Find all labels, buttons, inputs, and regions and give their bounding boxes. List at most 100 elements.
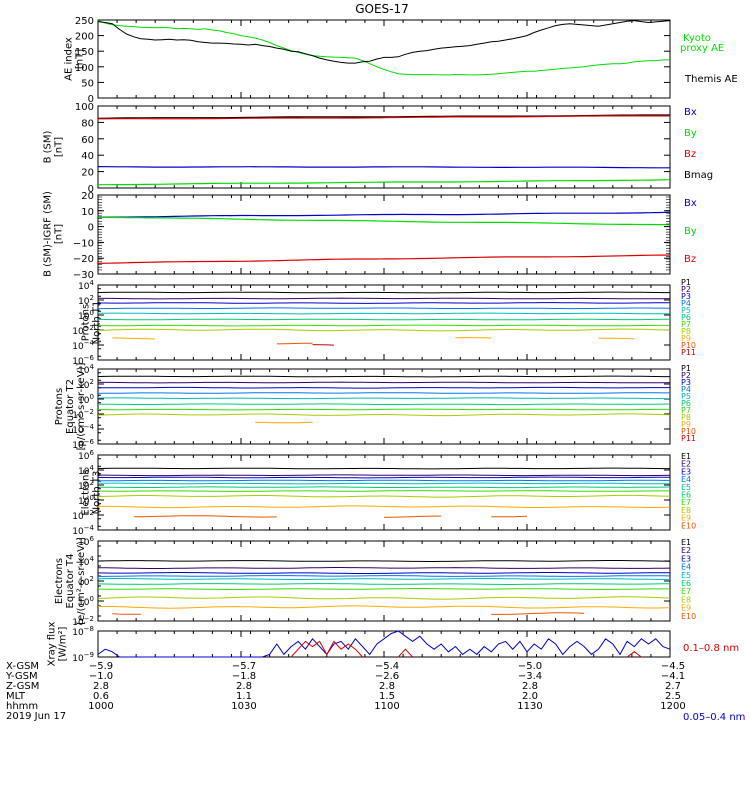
ae-legend-themis: Themis AE: [684, 74, 738, 85]
bdiff-panel-ytick-label: 0: [88, 223, 94, 234]
xray-series-red: [626, 651, 642, 658]
bsm-series-bx: [97, 166, 670, 169]
e-equator-panel-legend-e1: E1: [681, 538, 691, 547]
bdiff-ylabel: [nT]: [54, 224, 65, 244]
bdiff-panel-ytick-label: −20: [73, 254, 94, 265]
p-north-panel-ytick-label: 104: [78, 279, 94, 292]
e-north-panel-legend-e9: E9: [681, 514, 691, 523]
bsm-legend-bx: Bx: [684, 107, 697, 118]
e-equator-panel-ytick-label: 10−2: [72, 615, 94, 628]
p-equator-panel-legend-p8: P8: [681, 413, 691, 422]
e-equator-panel-series-e10-seg: [491, 612, 542, 615]
e-north-panel-ytick-label: 102: [78, 479, 94, 492]
bsm-legend-bmag: Bmag: [684, 170, 713, 181]
e-north-panel-ylabel: North T3: [92, 471, 103, 515]
e-equator-panel-ytick-label: 104: [78, 555, 94, 568]
e-north-panel-legend-e4: E4: [681, 475, 691, 484]
p-equator-panel-legend-p9: P9: [681, 420, 691, 429]
p-north-panel-series-p1: [97, 291, 670, 294]
p-equator-panel-ytick-label: 10−2: [72, 408, 94, 421]
p-equator-panel-series-p8: [97, 413, 671, 417]
e-north-panel-series-e9: [98, 505, 671, 509]
ae-legend-kyoto: Kyoto: [683, 33, 711, 44]
ae-panel-frame: [97, 19, 671, 99]
xray-legend-short: 0.05–0.4 nm: [683, 712, 745, 723]
p-equator-panel-frame: [97, 368, 671, 445]
p-north-panel-series-p7: [98, 324, 670, 327]
p-equator-panel-legend-p4: P4: [681, 385, 691, 394]
bdiff-panel-ytick-label: −10: [73, 238, 94, 249]
xaxis-date: 2019 Jun 17: [6, 711, 66, 722]
ae-panel-ytick-label: 150: [75, 47, 94, 58]
bsm-panel-ytick-label: 40: [81, 151, 94, 162]
p-equator-panel-ytick-label: 102: [78, 378, 94, 391]
e-north-panel-legend-e3: E3: [681, 467, 691, 476]
ae-ylabel: [nT]: [75, 49, 86, 69]
e-equator-panel-series-e2: [98, 567, 671, 569]
ae-panel-ytick-label: 100: [75, 63, 94, 74]
e-equator-panel-series-e10-seg: [541, 612, 585, 614]
bsm-series-by: [98, 179, 671, 186]
e-equator-panel-frame: [97, 540, 671, 622]
p-north-panel-series-p9-seg: [598, 337, 635, 340]
e-north-panel-legend-e10: E10: [681, 521, 696, 530]
xaxis-tick-label: −1.8: [232, 671, 256, 682]
ae-series-themis: [97, 20, 671, 64]
p-equator-panel-legend-p3: P3: [681, 378, 691, 387]
e-north-panel-series-e3: [97, 476, 670, 479]
p-north-panel-legend-p11: P11: [681, 348, 696, 357]
e-equator-panel-legend-e5: E5: [681, 571, 691, 580]
xaxis-tick-label: 1000: [88, 701, 113, 712]
bsm-panel-ytick-label: 20: [81, 168, 94, 179]
p-equator-panel-ylabel: Equator T2: [65, 379, 76, 434]
p-equator-panel-ytick-label: 104: [78, 363, 94, 376]
p-equator-panel-series-p2: [97, 381, 671, 384]
ae-ylabel: AE index: [64, 37, 75, 81]
bsm-panel-ytick-label: 80: [81, 118, 94, 129]
e-north-panel-legend-e5: E5: [681, 483, 691, 492]
e-equator-panel-ytick-label: 100: [78, 595, 94, 608]
p-equator-panel-legend-p11: P11: [681, 434, 696, 443]
xaxis-tick-label: 1200: [660, 701, 685, 712]
xaxis-row-label: Y-GSM: [5, 671, 38, 682]
bdiff-series-bx: [98, 211, 671, 218]
p-north-panel-ytick-label: 102: [78, 294, 94, 307]
ae-series-kyoto: [97, 20, 670, 76]
e-equator-panel-ylabel: [e/(cm²-s-sr-keV)]: [76, 537, 87, 625]
e-equator-panel-legend-e10: E10: [681, 612, 696, 621]
xaxis-row-label: X-GSM: [6, 661, 39, 672]
p-north-panel-legend-p2: P2: [681, 285, 691, 294]
bsm-panel-ytick-label: 0: [88, 184, 94, 195]
xaxis-tick-label: 1030: [231, 701, 256, 712]
bdiff-series-bz: [97, 254, 671, 264]
p-equator-panel-ytick-label: 100: [78, 393, 94, 406]
e-equator-panel-series-e9-seg: [98, 605, 671, 609]
xaxis-tick-label: −5.9: [89, 661, 113, 672]
p-north-panel-ytick-label: 10−6: [72, 354, 94, 367]
p-north-panel-series-p4: [98, 307, 671, 310]
bdiff-panel-ytick-label: 10: [81, 207, 94, 218]
p-equator-panel-legend-p2: P2: [681, 371, 691, 380]
xaxis-row-label: Z-GSM: [6, 681, 39, 692]
p-north-panel-ytick-label: 100: [78, 309, 94, 322]
p-equator-panel-ytick-label: 10−6: [72, 438, 94, 451]
xray-ylabel: [W/m²]: [58, 626, 69, 661]
e-north-panel-legend-e6: E6: [681, 491, 691, 500]
e-north-panel-legend-e1: E1: [681, 452, 691, 461]
xaxis-tick-label: 1.1: [236, 691, 252, 702]
e-equator-panel-series-e1: [97, 560, 671, 562]
p-north-panel-legend-p6: P6: [681, 313, 691, 322]
xray-panel-ytick-label: 10−8: [72, 625, 94, 638]
e-equator-panel-legend-e4: E4: [681, 563, 691, 572]
p-north-panel-ylabel: North T1: [92, 301, 103, 345]
p-equator-panel-series-p3: [97, 386, 670, 389]
bsm-series-bz: [98, 115, 670, 120]
e-north-panel-series-e10-seg: [383, 515, 442, 518]
e-north-panel-ytick-label: 10−4: [72, 524, 94, 537]
e-equator-panel-ytick-label: 106: [78, 535, 94, 548]
xaxis-tick-label: −5.7: [232, 661, 256, 672]
p-equator-panel-legend-p1: P1: [681, 364, 691, 373]
xray-series-red: [290, 640, 363, 658]
e-north-panel-ytick-label: 104: [78, 464, 94, 477]
